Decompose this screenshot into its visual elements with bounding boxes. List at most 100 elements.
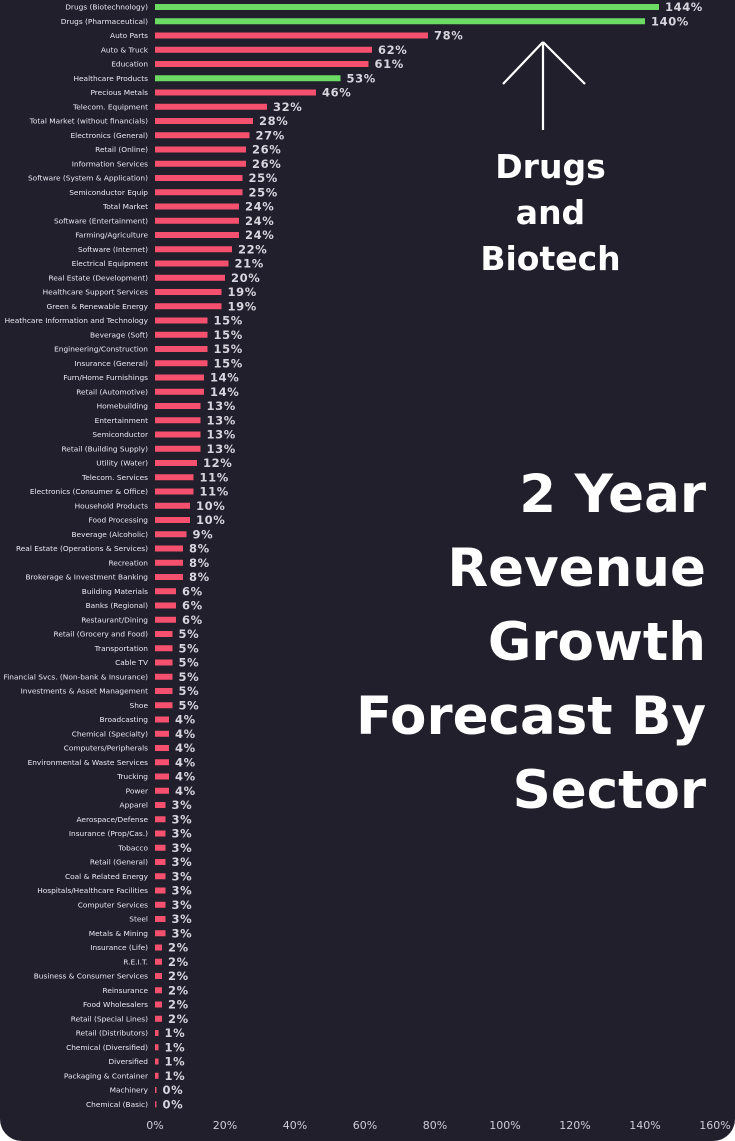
category-label: Trucking [116,772,148,781]
category-label: Entertainment [95,416,148,425]
value-label: 21% [235,257,264,271]
bar [155,759,169,766]
bar [155,346,208,352]
value-label: 13% [207,413,236,427]
value-label: 5% [179,641,200,655]
bar [155,730,169,737]
x-tick-label: 80% [423,1119,447,1132]
category-label: Retail (Special Lines) [71,1014,148,1023]
category-label: Packaging & Container [64,1071,149,1080]
bar [155,445,201,452]
bar [155,616,176,623]
value-label: 13% [207,399,236,413]
value-label: 9% [193,527,214,541]
value-label: 3% [172,841,193,855]
category-label: Banks (Regional) [86,601,149,610]
value-label: 15% [214,342,243,356]
value-label: 3% [172,926,193,940]
chart-title: 2 Year Revenue Growth Forecast By Sector [355,464,706,821]
value-label: 8% [189,570,210,584]
category-label: Healthcare Products [73,74,148,83]
category-label: Shoe [130,701,149,710]
bar [155,773,169,780]
bar [155,973,162,979]
value-label: 6% [182,584,203,598]
bar [155,859,166,865]
bar [155,958,162,965]
bar [155,460,197,466]
bar [155,18,645,25]
x-tick-label: 100% [489,1119,520,1132]
value-label: 4% [175,784,196,798]
category-label: Financial Svcs. (Non-bank & Insurance) [4,672,149,681]
category-label: Beverage (Soft) [90,330,148,339]
category-label: Farming/Agriculture [75,231,148,240]
category-label: Electronics (General) [70,131,148,140]
bar [155,901,166,908]
value-label: 2% [168,998,189,1012]
value-label: 0% [163,1097,184,1111]
category-label: Electronics (Consumer & Office) [30,487,148,496]
value-label: 2% [168,1012,189,1026]
value-label: 2% [168,941,189,955]
category-label: Retail (Grocery and Food) [54,630,149,639]
value-label: 10% [196,513,225,527]
category-label: Computers/Peripherals [64,744,148,753]
bar [155,388,204,395]
category-label: Auto & Truck [101,45,149,54]
value-label: 24% [245,228,274,242]
value-label: 4% [175,713,196,727]
category-label: R.E.I.T. [123,957,148,966]
category-label: Engineering/Construction [54,345,148,354]
value-label: 3% [172,912,193,926]
category-label: Semiconductor Equip [69,188,148,197]
category-label: Household Products [75,501,149,510]
x-tick-label: 160% [699,1119,730,1132]
category-label: Investments & Asset Management [21,687,149,696]
category-label: Machinery [110,1086,149,1095]
value-label: 5% [179,670,200,684]
value-label: 20% [231,271,260,285]
value-label: 13% [207,428,236,442]
bar [155,745,169,751]
category-label: Steel [129,915,148,924]
value-label: 14% [210,385,239,399]
category-label: Healthcare Support Services [43,288,149,297]
bar [155,118,253,124]
x-tick-label: 20% [213,1119,237,1132]
bar [155,545,183,552]
bar [155,802,166,808]
bar [155,1058,159,1065]
value-label: 62% [378,43,407,57]
bar [155,887,166,894]
bar [155,830,166,837]
category-label: Telecom. Services [81,473,148,482]
value-label: 78% [434,29,463,43]
category-label: Recreation [108,558,148,567]
value-label: 24% [245,214,274,228]
value-label: 3% [172,827,193,841]
bar [155,844,166,851]
bar [155,930,166,937]
bar [155,1087,157,1093]
category-label: Telecom. Equipment [72,102,148,111]
value-label: 0% [163,1083,184,1097]
value-label: 4% [175,755,196,769]
value-label: 12% [203,456,232,470]
category-label: Retail (Automotive) [76,387,148,396]
bar [155,431,201,438]
bar [155,317,208,324]
value-label: 32% [273,100,302,114]
category-label: Total Market (without financials) [29,117,148,126]
value-label: 2% [168,969,189,983]
bar [155,103,267,110]
category-label: Insurance (Life) [90,943,148,952]
category-label: Restaurant/Dining [81,615,148,624]
bar [155,374,204,381]
value-label: 26% [252,143,281,157]
bar [155,559,183,566]
category-label: Auto Parts [110,31,148,40]
category-label: Food Wholesalers [83,1000,148,1009]
category-label: Building Materials [82,587,148,596]
